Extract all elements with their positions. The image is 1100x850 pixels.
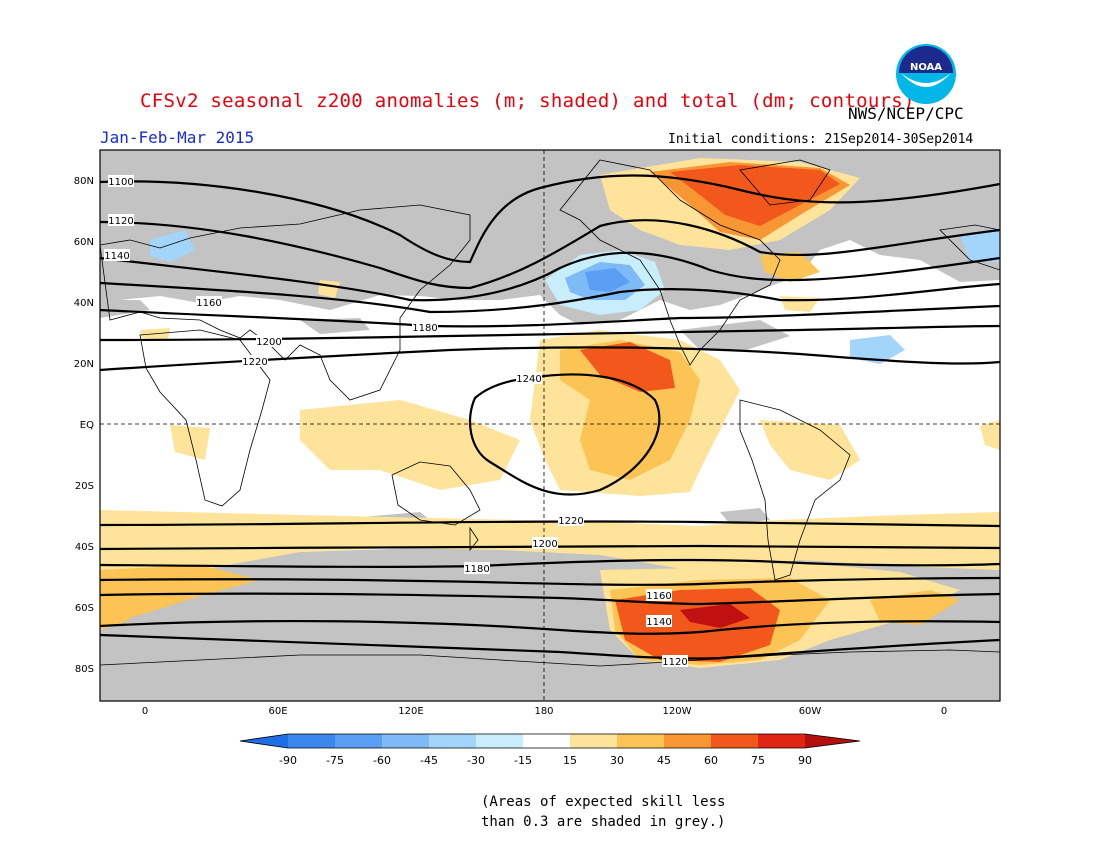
skill-note: (Areas of expected skill less than 0.3 a…: [481, 792, 725, 832]
color-bar-segment: [664, 734, 711, 748]
color-bar-tick: 15: [563, 754, 577, 767]
noaa-logo: NOAA: [896, 44, 956, 104]
color-bar-segment: [335, 734, 382, 748]
lat-label: EQ: [80, 420, 94, 431]
contour-label: 1200: [532, 539, 557, 550]
color-bar-segment: [523, 734, 570, 748]
contour-label: 1220: [558, 516, 583, 527]
color-bar-right-arrow: [805, 734, 860, 748]
contour-label: 1160: [196, 298, 221, 309]
color-bar-segment: [382, 734, 429, 748]
color-bar-tick: -15: [514, 754, 532, 767]
color-bar-tick: 60: [704, 754, 718, 767]
contour-label: 1140: [646, 617, 671, 628]
map-title: CFSv2 seasonal z200 anomalies (m; shaded…: [140, 90, 915, 112]
map-frame: [99, 149, 1001, 702]
svg-text:NOAA: NOAA: [910, 62, 942, 73]
height-contours: [100, 174, 1000, 660]
color-bar-segment: [429, 734, 476, 748]
contour-labels: 1100 1120 1140 1160 1180 1200 1220 1240 …: [104, 175, 688, 668]
contour-label: 1100: [108, 177, 133, 188]
period-label: Jan-Feb-Mar 2015: [100, 128, 255, 147]
lon-label: 60W: [799, 706, 822, 717]
contour-label: 1200: [256, 337, 281, 348]
contour-label: 1120: [662, 657, 687, 668]
color-bar-tick: -90: [279, 754, 297, 767]
contour-label: 1240: [516, 374, 541, 385]
lon-label: 0: [142, 706, 148, 717]
skill-note-line: than 0.3 are shaded in grey.): [481, 814, 726, 830]
color-bar-tick: 45: [657, 754, 671, 767]
color-bar-segment: [617, 734, 664, 748]
color-bar-tick: -75: [326, 754, 344, 767]
lon-label: 60E: [268, 706, 287, 717]
lon-label: 180: [534, 706, 553, 717]
latitude-labels: 80N 60N 40N 20N EQ 20S 40S 60S 80S: [74, 176, 94, 675]
lat-label: 80S: [75, 664, 94, 675]
color-bar: -90 -75 -60 -45 -30 -15 15 30 45 60 75 9…: [239, 733, 861, 767]
color-bar-segment: [476, 734, 523, 748]
contour-label: 1120: [108, 216, 133, 227]
color-bar-segment: [570, 734, 617, 748]
skill-note-line: (Areas of expected skill less: [481, 794, 726, 810]
lat-label: 20S: [75, 481, 94, 492]
color-bar-tick: 75: [751, 754, 765, 767]
lon-label: 120E: [398, 706, 423, 717]
color-bar-tick: 90: [798, 754, 812, 767]
color-bar-tick: -60: [373, 754, 391, 767]
color-bar-segment: [758, 734, 805, 748]
longitude-labels: 0 60E 120E 180 120W 60W 0: [142, 706, 947, 717]
contour-label: 1180: [412, 323, 437, 334]
lat-label: 60S: [75, 603, 94, 614]
contour-label: 1140: [104, 251, 129, 262]
contour-label: 1220: [242, 357, 267, 368]
lat-label: 40N: [74, 298, 94, 309]
positive-anomaly-areas: [100, 158, 1000, 668]
lon-label: 120W: [663, 706, 692, 717]
contour-label: 1180: [464, 564, 489, 575]
color-bar-tick: -30: [467, 754, 485, 767]
color-bar-tick: 30: [610, 754, 624, 767]
lon-label: 0: [941, 706, 947, 717]
lat-label: 80N: [74, 176, 94, 187]
color-bar-segment: [288, 734, 335, 748]
lat-label: 40S: [75, 542, 94, 553]
lat-label: 60N: [74, 237, 94, 248]
color-bar-tick: -45: [420, 754, 438, 767]
color-bar-segment: [711, 734, 758, 748]
initial-conditions-label: Initial conditions: 21Sep2014-30Sep2014: [668, 132, 974, 147]
contour-label: 1160: [646, 591, 671, 602]
color-bar-left-arrow: [240, 734, 288, 748]
lat-label: 20N: [74, 359, 94, 370]
agency-label: NWS/NCEP/CPC: [848, 104, 964, 123]
